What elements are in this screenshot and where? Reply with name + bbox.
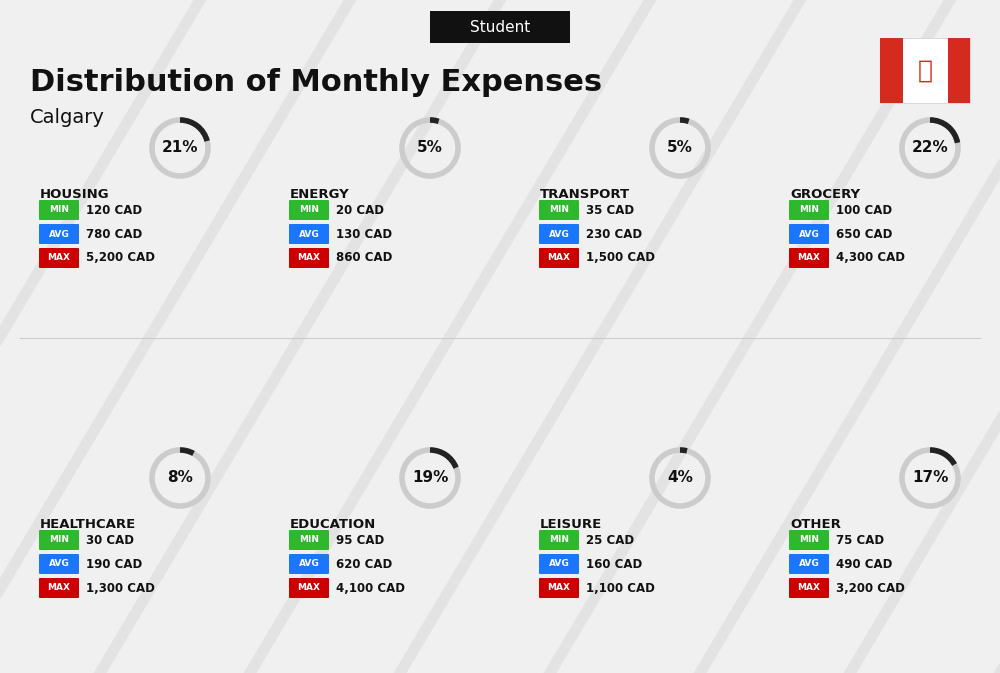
Text: HOUSING: HOUSING (40, 188, 110, 201)
FancyBboxPatch shape (539, 578, 579, 598)
Text: 780 CAD: 780 CAD (86, 227, 142, 240)
Text: AVG: AVG (299, 229, 319, 238)
Text: MIN: MIN (549, 205, 569, 215)
Text: 130 CAD: 130 CAD (336, 227, 392, 240)
Text: GROCERY: GROCERY (790, 188, 860, 201)
Text: 5%: 5% (417, 141, 443, 155)
FancyBboxPatch shape (289, 578, 329, 598)
Text: Distribution of Monthly Expenses: Distribution of Monthly Expenses (30, 68, 602, 97)
Text: 190 CAD: 190 CAD (86, 557, 142, 571)
FancyBboxPatch shape (289, 248, 329, 268)
Text: MIN: MIN (299, 536, 319, 544)
Text: AVG: AVG (49, 229, 69, 238)
Text: 20 CAD: 20 CAD (336, 203, 384, 217)
Text: HEALTHCARE: HEALTHCARE (40, 518, 136, 531)
Text: MIN: MIN (299, 205, 319, 215)
Text: MAX: MAX (548, 254, 571, 262)
Text: AVG: AVG (549, 229, 569, 238)
Text: MAX: MAX (298, 254, 320, 262)
FancyBboxPatch shape (39, 224, 79, 244)
Text: 230 CAD: 230 CAD (586, 227, 642, 240)
FancyBboxPatch shape (880, 38, 902, 103)
Text: MAX: MAX (48, 583, 70, 592)
Text: 4,100 CAD: 4,100 CAD (336, 581, 405, 594)
Text: AVG: AVG (49, 559, 69, 569)
FancyBboxPatch shape (39, 530, 79, 550)
FancyBboxPatch shape (539, 554, 579, 574)
Text: Student: Student (470, 20, 530, 34)
Text: 160 CAD: 160 CAD (586, 557, 642, 571)
Text: 1,100 CAD: 1,100 CAD (586, 581, 655, 594)
FancyBboxPatch shape (948, 38, 970, 103)
Text: 5%: 5% (667, 141, 693, 155)
FancyBboxPatch shape (789, 554, 829, 574)
Text: 19%: 19% (412, 470, 448, 485)
Text: 35 CAD: 35 CAD (586, 203, 634, 217)
Text: AVG: AVG (799, 559, 819, 569)
FancyBboxPatch shape (289, 530, 329, 550)
Text: MIN: MIN (799, 205, 819, 215)
Text: 5,200 CAD: 5,200 CAD (86, 252, 155, 264)
FancyBboxPatch shape (789, 224, 829, 244)
Text: 4%: 4% (667, 470, 693, 485)
FancyBboxPatch shape (539, 248, 579, 268)
Text: LEISURE: LEISURE (540, 518, 602, 531)
Text: MIN: MIN (49, 205, 69, 215)
Text: MAX: MAX (298, 583, 320, 592)
Text: MIN: MIN (549, 536, 569, 544)
FancyBboxPatch shape (789, 578, 829, 598)
Text: 490 CAD: 490 CAD (836, 557, 892, 571)
Text: 95 CAD: 95 CAD (336, 534, 384, 546)
Text: MAX: MAX (548, 583, 571, 592)
Text: 100 CAD: 100 CAD (836, 203, 892, 217)
FancyBboxPatch shape (880, 38, 970, 103)
Text: 120 CAD: 120 CAD (86, 203, 142, 217)
Text: 650 CAD: 650 CAD (836, 227, 892, 240)
Text: MIN: MIN (799, 536, 819, 544)
FancyBboxPatch shape (789, 200, 829, 220)
Text: MAX: MAX (48, 254, 70, 262)
Text: 1,300 CAD: 1,300 CAD (86, 581, 155, 594)
FancyBboxPatch shape (39, 248, 79, 268)
Text: AVG: AVG (799, 229, 819, 238)
FancyBboxPatch shape (39, 200, 79, 220)
Text: Calgary: Calgary (30, 108, 105, 127)
Text: 17%: 17% (912, 470, 948, 485)
FancyBboxPatch shape (289, 200, 329, 220)
Text: 3,200 CAD: 3,200 CAD (836, 581, 905, 594)
Text: 30 CAD: 30 CAD (86, 534, 134, 546)
Text: 4,300 CAD: 4,300 CAD (836, 252, 905, 264)
Text: 1,500 CAD: 1,500 CAD (586, 252, 655, 264)
FancyBboxPatch shape (289, 224, 329, 244)
FancyBboxPatch shape (789, 248, 829, 268)
Text: 8%: 8% (167, 470, 193, 485)
Text: AVG: AVG (549, 559, 569, 569)
FancyBboxPatch shape (289, 554, 329, 574)
Text: EDUCATION: EDUCATION (290, 518, 376, 531)
Text: 25 CAD: 25 CAD (586, 534, 634, 546)
FancyBboxPatch shape (430, 11, 570, 43)
Text: MAX: MAX (798, 583, 820, 592)
Text: MIN: MIN (49, 536, 69, 544)
Text: 860 CAD: 860 CAD (336, 252, 392, 264)
Text: 21%: 21% (162, 141, 198, 155)
Text: OTHER: OTHER (790, 518, 841, 531)
FancyBboxPatch shape (39, 578, 79, 598)
FancyBboxPatch shape (539, 224, 579, 244)
Text: 75 CAD: 75 CAD (836, 534, 884, 546)
FancyBboxPatch shape (39, 554, 79, 574)
FancyBboxPatch shape (789, 530, 829, 550)
Text: AVG: AVG (299, 559, 319, 569)
Text: ENERGY: ENERGY (290, 188, 350, 201)
Text: 22%: 22% (912, 141, 948, 155)
Text: TRANSPORT: TRANSPORT (540, 188, 630, 201)
Text: 🍁: 🍁 (918, 59, 932, 83)
Text: MAX: MAX (798, 254, 820, 262)
FancyBboxPatch shape (539, 200, 579, 220)
Text: 620 CAD: 620 CAD (336, 557, 392, 571)
FancyBboxPatch shape (539, 530, 579, 550)
